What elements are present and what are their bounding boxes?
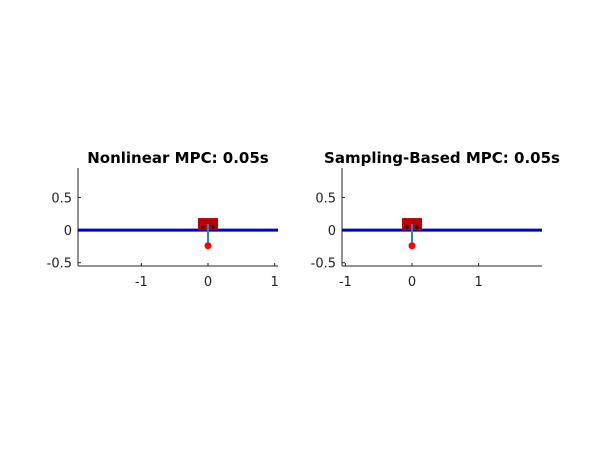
pendulum-bob xyxy=(408,242,416,250)
panel-sampling-based-mpc: Sampling-Based MPC: 0.05s -0.5 0 0.5 -1 0 1 xyxy=(311,149,560,290)
cart-wheel-left xyxy=(405,225,409,229)
panel-title: Nonlinear MPC: 0.05s xyxy=(87,149,269,167)
y-tick-label: -0.5 xyxy=(47,257,72,272)
y-tick-label: -0.5 xyxy=(311,257,336,272)
x-tick-label: -1 xyxy=(339,275,352,290)
x-ticks: -1 0 1 xyxy=(339,263,483,290)
y-ticks: -0.5 0 0.5 xyxy=(47,191,81,272)
x-tick-label: 0 xyxy=(204,275,212,290)
y-tick-label: 0 xyxy=(64,224,72,239)
pendulum-bob xyxy=(204,242,212,250)
cart-pole xyxy=(198,218,218,250)
cart-wheel-right xyxy=(211,225,215,229)
x-tick-label: 1 xyxy=(475,275,483,290)
x-ticks: -1 0 1 xyxy=(135,263,279,290)
x-tick-label: 0 xyxy=(408,275,416,290)
y-tick-label: 0.5 xyxy=(315,191,336,206)
y-ticks: -0.5 0 0.5 xyxy=(311,191,345,272)
y-tick-label: 0 xyxy=(328,224,336,239)
y-tick-label: 0.5 xyxy=(51,191,72,206)
cart-wheel-left xyxy=(201,225,205,229)
panel-title: Sampling-Based MPC: 0.05s xyxy=(324,149,560,167)
cart-wheel-right xyxy=(415,225,419,229)
cart-pole xyxy=(402,218,422,250)
x-tick-label: 1 xyxy=(271,275,279,290)
x-tick-label: -1 xyxy=(135,275,148,290)
panel-nonlinear-mpc: Nonlinear MPC: 0.05s -0.5 0 0.5 -1 0 1 xyxy=(47,149,279,290)
